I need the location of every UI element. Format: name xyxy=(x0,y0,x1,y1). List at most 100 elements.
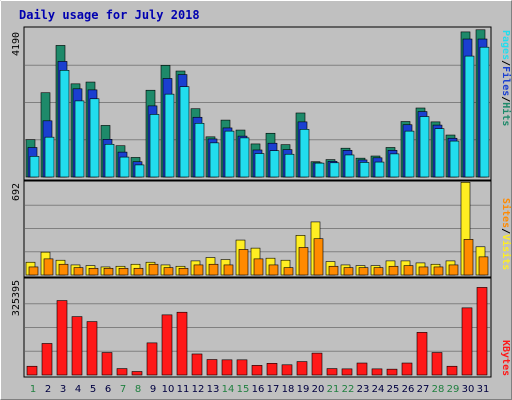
bar-pages-day-20 xyxy=(314,162,325,178)
bar-pages-day-29 xyxy=(449,140,460,178)
bar-pages-day-6 xyxy=(104,143,115,178)
bar-pages-day-2 xyxy=(44,136,55,178)
bar-kbytes-day-1 xyxy=(26,365,38,376)
bar-kbytes-day-21 xyxy=(326,368,338,376)
bar-pages-day-19 xyxy=(299,129,310,178)
bar-sites-day-4 xyxy=(73,267,84,276)
bar-kbytes-day-5 xyxy=(86,321,98,376)
bar-sites-day-29 xyxy=(448,264,459,276)
bar-sites-day-20 xyxy=(313,238,324,276)
bar-pages-day-22 xyxy=(344,154,355,178)
bar-pages-day-1 xyxy=(29,156,40,178)
legend-hits: Hits xyxy=(500,102,512,126)
bar-kbytes-day-27 xyxy=(416,332,428,376)
legend-sep-1: / xyxy=(500,60,511,66)
bar-sites-day-23 xyxy=(358,267,369,276)
bar-sites-day-21 xyxy=(328,265,339,276)
bar-kbytes-day-31 xyxy=(476,287,488,376)
bar-sites-day-24 xyxy=(373,267,384,276)
bar-kbytes-day-30 xyxy=(461,307,473,376)
x-label-day-3: 3 xyxy=(60,384,66,395)
bars xyxy=(25,29,490,376)
bar-pages-day-9 xyxy=(149,114,160,178)
x-label-day-8: 8 xyxy=(135,384,141,395)
bar-sites-day-14 xyxy=(223,264,234,276)
bar-sites-day-18 xyxy=(283,267,294,276)
x-axis-labels: 1 2 3 4 5 6 7 8 9 10 11 12 13 14 15 16 17 18 19 20 21 22 23 24 2… xyxy=(30,384,490,395)
x-label-day-25: 25 xyxy=(387,384,400,395)
x-label-day-18: 18 xyxy=(282,384,295,395)
bar-sites-day-2 xyxy=(43,258,54,276)
bar-sites-day-30 xyxy=(463,239,474,276)
x-label-day-1: 1 xyxy=(30,384,36,395)
bar-sites-day-3 xyxy=(58,263,69,276)
bar-kbytes-day-6 xyxy=(101,352,113,376)
x-label-day-31: 31 xyxy=(477,384,490,395)
bar-pages-day-3 xyxy=(59,70,70,178)
x-label-day-27: 27 xyxy=(417,384,430,395)
x-label-day-12: 12 xyxy=(192,384,205,395)
bar-sites-day-11 xyxy=(178,267,189,276)
x-label-day-30: 30 xyxy=(462,384,475,395)
bar-kbytes-day-22 xyxy=(341,368,353,376)
ymax-label-visits: 692 xyxy=(11,183,22,201)
x-label-day-2: 2 xyxy=(45,384,51,395)
x-label-day-26: 26 xyxy=(402,384,415,395)
bar-kbytes-day-26 xyxy=(401,362,413,376)
bar-pages-day-18 xyxy=(284,153,295,178)
bar-kbytes-day-28 xyxy=(431,352,443,376)
x-label-day-23: 23 xyxy=(357,384,370,395)
bar-pages-day-27 xyxy=(419,116,430,178)
bar-pages-day-8 xyxy=(134,164,145,178)
x-label-day-29: 29 xyxy=(447,384,460,395)
ymax-label-kbytes: 325395 xyxy=(11,280,22,316)
bar-pages-day-21 xyxy=(329,162,340,178)
x-label-day-10: 10 xyxy=(162,384,175,395)
x-label-day-24: 24 xyxy=(372,384,385,395)
bar-kbytes-day-4 xyxy=(71,316,83,376)
bar-pages-day-25 xyxy=(389,153,400,178)
x-label-day-17: 17 xyxy=(267,384,280,395)
bar-sites-day-10 xyxy=(163,267,174,276)
bar-kbytes-day-16 xyxy=(251,365,263,376)
legend-kbytes: KBytes xyxy=(500,340,511,376)
bar-pages-day-14 xyxy=(224,130,235,178)
x-label-day-9: 9 xyxy=(150,384,156,395)
legend-sep-2: / xyxy=(500,96,511,102)
bar-sites-day-22 xyxy=(343,267,354,276)
bar-sites-day-12 xyxy=(193,264,204,276)
bar-sites-day-15 xyxy=(238,249,249,276)
bar-kbytes-day-12 xyxy=(191,353,203,376)
legend-pages: Pages xyxy=(500,30,511,60)
bar-pages-day-28 xyxy=(434,128,445,178)
x-label-day-13: 13 xyxy=(207,384,220,395)
bar-pages-day-10 xyxy=(164,93,175,178)
bar-kbytes-day-19 xyxy=(296,361,308,376)
legend-visits-sites: Sites/Visits xyxy=(500,198,512,270)
bar-kbytes-day-23 xyxy=(356,362,368,376)
x-label-day-4: 4 xyxy=(75,384,81,395)
bar-kbytes-day-2 xyxy=(41,343,53,376)
bar-pages-day-30 xyxy=(464,55,475,178)
bar-pages-day-23 xyxy=(359,162,370,178)
bar-kbytes-day-11 xyxy=(176,311,188,376)
bar-sites-day-13 xyxy=(208,263,219,276)
bar-kbytes-day-29 xyxy=(446,365,458,376)
bar-sites-day-7 xyxy=(118,267,129,276)
x-label-day-7: 7 xyxy=(120,384,126,395)
x-label-day-15: 15 xyxy=(237,384,250,395)
bar-sites-day-5 xyxy=(88,267,99,276)
x-label-day-21: 21 xyxy=(327,384,340,395)
bar-sites-day-26 xyxy=(403,265,414,276)
bar-kbytes-day-25 xyxy=(386,368,398,376)
bar-pages-day-4 xyxy=(74,100,85,178)
bar-sites-day-1 xyxy=(28,266,39,276)
x-label-day-5: 5 xyxy=(90,384,96,395)
x-label-day-16: 16 xyxy=(252,384,265,395)
bar-pages-day-17 xyxy=(269,150,280,178)
bar-sites-day-28 xyxy=(433,266,444,276)
bar-pages-day-31 xyxy=(479,46,490,178)
legend-sites: Sites xyxy=(500,198,512,228)
bar-sites-day-9 xyxy=(148,263,159,276)
